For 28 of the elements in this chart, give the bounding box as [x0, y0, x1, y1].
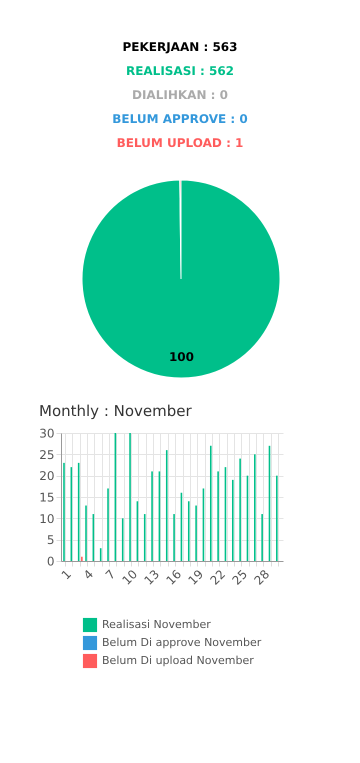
- y-tick-label: 0: [46, 554, 54, 568]
- x-tick-label: 22: [207, 567, 228, 588]
- text: DIALIHKAN : 0: [131, 88, 229, 102]
- chart-title: Monthly : November: [39, 402, 193, 420]
- x-tick-label: 13: [141, 567, 162, 588]
- pie-slice: [82, 180, 280, 378]
- x-tick-label: 4: [80, 567, 96, 582]
- chart-title: PEKERJAAN : 563: [121, 40, 238, 54]
- x-tick-label: 19: [185, 567, 206, 588]
- y-tick-label: 25: [39, 448, 54, 462]
- y-tick-label: 10: [39, 512, 54, 526]
- legend-label: Belum Di upload November: [102, 654, 254, 667]
- x-tick-label: 16: [163, 567, 184, 588]
- text: REALISASI : 562: [124, 64, 236, 78]
- y-tick-label: 30: [39, 426, 54, 440]
- y-tick-label: 5: [46, 533, 54, 548]
- y-tick-label: 15: [39, 490, 54, 504]
- data-label: 100: [168, 350, 194, 364]
- x-tick-label: 10: [119, 567, 140, 588]
- y-tick-label: 20: [39, 469, 54, 484]
- legend-label: Belum Di approve November: [102, 636, 262, 649]
- x-tick-label: 28: [252, 567, 272, 588]
- text: BELUM UPLOAD : 1: [116, 136, 244, 150]
- text: BELUM APPROVE : 0: [111, 112, 249, 126]
- legend-label: Realisasi November: [102, 618, 212, 631]
- x-tick-label: 25: [230, 567, 250, 588]
- x-tick-label: 7: [102, 567, 118, 582]
- x-tick-label: 1: [58, 567, 74, 582]
